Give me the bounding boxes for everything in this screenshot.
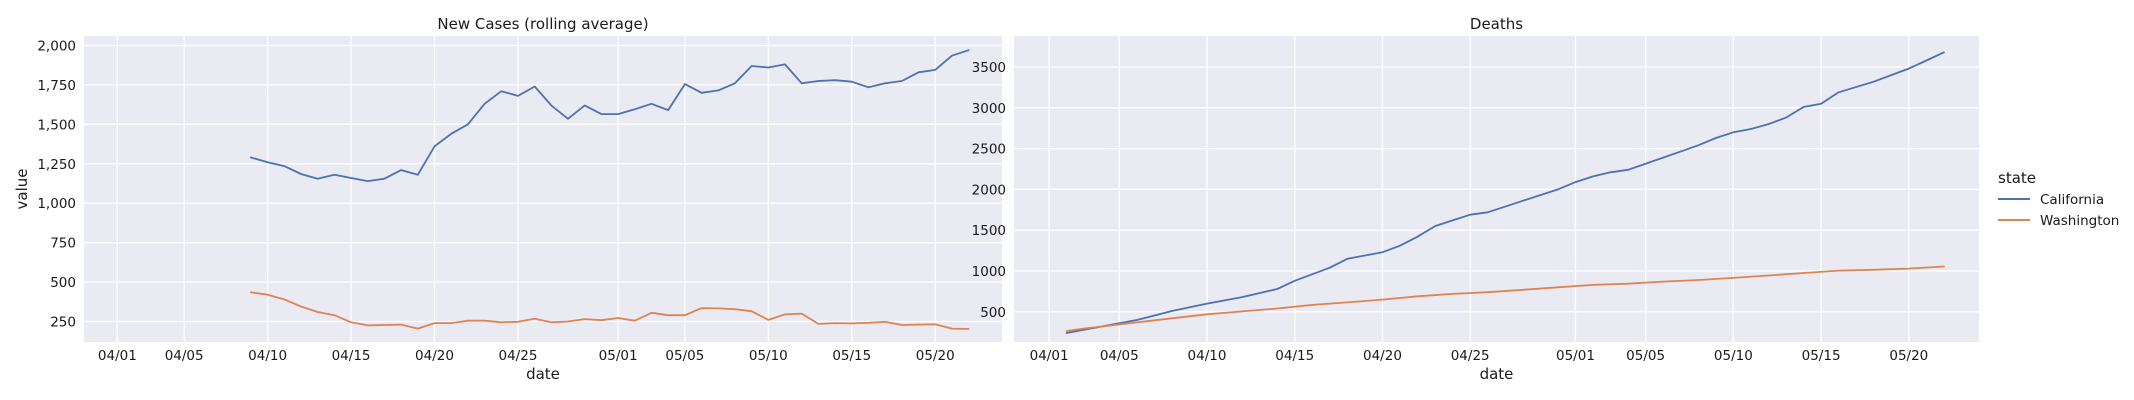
deaths-panel: 04/01 04/05 04/10 04/15 04/20 04/25 05/01 05/05… xyxy=(972,15,1979,383)
new-cases-x-tick-label: 04/01 xyxy=(98,348,137,364)
new-cases-y-tick-label: 1,750 xyxy=(37,78,76,94)
new-cases-y-tick-label: 2,000 xyxy=(37,38,76,54)
legend-title: state xyxy=(1998,169,2036,187)
deaths-y-tick-label: 3000 xyxy=(972,101,1006,117)
deaths-x-tick-label: 05/10 xyxy=(1714,348,1753,364)
deaths-x-tick-label: 05/01 xyxy=(1556,348,1595,364)
deaths-y-tick-label: 2500 xyxy=(972,142,1006,158)
legend-label-washington: Washington xyxy=(2040,213,2119,229)
new-cases-y-tick-label: 500 xyxy=(50,275,76,291)
new-cases-panel: 04/01 04/05 04/10 04/15 04/20 04/25 05/01 05/05… xyxy=(13,15,1002,383)
deaths-x-tick-label: 04/15 xyxy=(1275,348,1314,364)
new-cases-x-tick-label: 05/15 xyxy=(832,348,871,364)
legend-label-california: California xyxy=(2040,192,2104,208)
deaths-line-washington xyxy=(1065,265,1945,332)
deaths-x-tick-label: 04/20 xyxy=(1363,348,1402,364)
new-cases-x-tick-label: 04/15 xyxy=(332,348,371,364)
deaths-title: Deaths xyxy=(1470,15,1523,33)
deaths-x-tick-label: 04/10 xyxy=(1188,348,1227,364)
new-cases-y-axis-label: value xyxy=(13,169,31,210)
deaths-y-tick-label: 2000 xyxy=(972,182,1006,198)
new-cases-x-tick-label: 04/25 xyxy=(499,348,538,364)
deaths-x-tick-label: 05/20 xyxy=(1889,348,1928,364)
deaths-x-tick-label: 04/05 xyxy=(1100,348,1139,364)
new-cases-x-tick-label: 04/20 xyxy=(415,348,454,364)
new-cases-grid xyxy=(84,36,1002,342)
new-cases-x-tick-label: 04/10 xyxy=(248,348,287,364)
deaths-line-california xyxy=(1065,51,1945,334)
deaths-y-tick-label: 1500 xyxy=(972,223,1006,239)
new-cases-line-california xyxy=(249,49,970,183)
deaths-y-tick-label: 1000 xyxy=(972,264,1006,280)
deaths-x-axis-label: date xyxy=(1480,365,1514,383)
deaths-series xyxy=(1065,51,1945,334)
deaths-x-tick-label: 05/05 xyxy=(1626,348,1665,364)
new-cases-y-tick-label: 1,500 xyxy=(37,117,76,133)
deaths-ticks: 04/01 04/05 04/10 04/15 04/20 04/25 05/01 05/05… xyxy=(972,60,1929,364)
deaths-y-tick-label: 500 xyxy=(980,305,1006,321)
new-cases-y-tick-label: 250 xyxy=(50,314,76,330)
new-cases-x-tick-label: 05/10 xyxy=(749,348,788,364)
new-cases-plot-area xyxy=(84,36,1002,342)
new-cases-x-tick-label: 05/05 xyxy=(665,348,704,364)
deaths-y-tick-label: 3500 xyxy=(972,60,1006,76)
new-cases-y-tick-label: 1,000 xyxy=(37,196,76,212)
new-cases-ticks: 04/01 04/05 04/10 04/15 04/20 04/25 05/01 05/05… xyxy=(37,38,954,364)
new-cases-series xyxy=(249,49,970,330)
new-cases-line-washington xyxy=(249,291,970,330)
new-cases-title: New Cases (rolling average) xyxy=(437,15,648,33)
new-cases-x-tick-label: 05/01 xyxy=(599,348,638,364)
deaths-x-tick-label: 05/15 xyxy=(1802,348,1841,364)
new-cases-x-axis-label: date xyxy=(526,365,560,383)
legend: state California Washington xyxy=(1998,169,2119,229)
new-cases-x-tick-label: 05/20 xyxy=(916,348,955,364)
new-cases-x-tick-label: 04/05 xyxy=(165,348,204,364)
new-cases-y-tick-label: 1,250 xyxy=(37,157,76,173)
deaths-x-tick-label: 04/25 xyxy=(1451,348,1490,364)
new-cases-y-tick-label: 750 xyxy=(50,236,76,252)
deaths-grid xyxy=(1014,36,1979,342)
deaths-x-tick-label: 04/01 xyxy=(1030,348,1069,364)
